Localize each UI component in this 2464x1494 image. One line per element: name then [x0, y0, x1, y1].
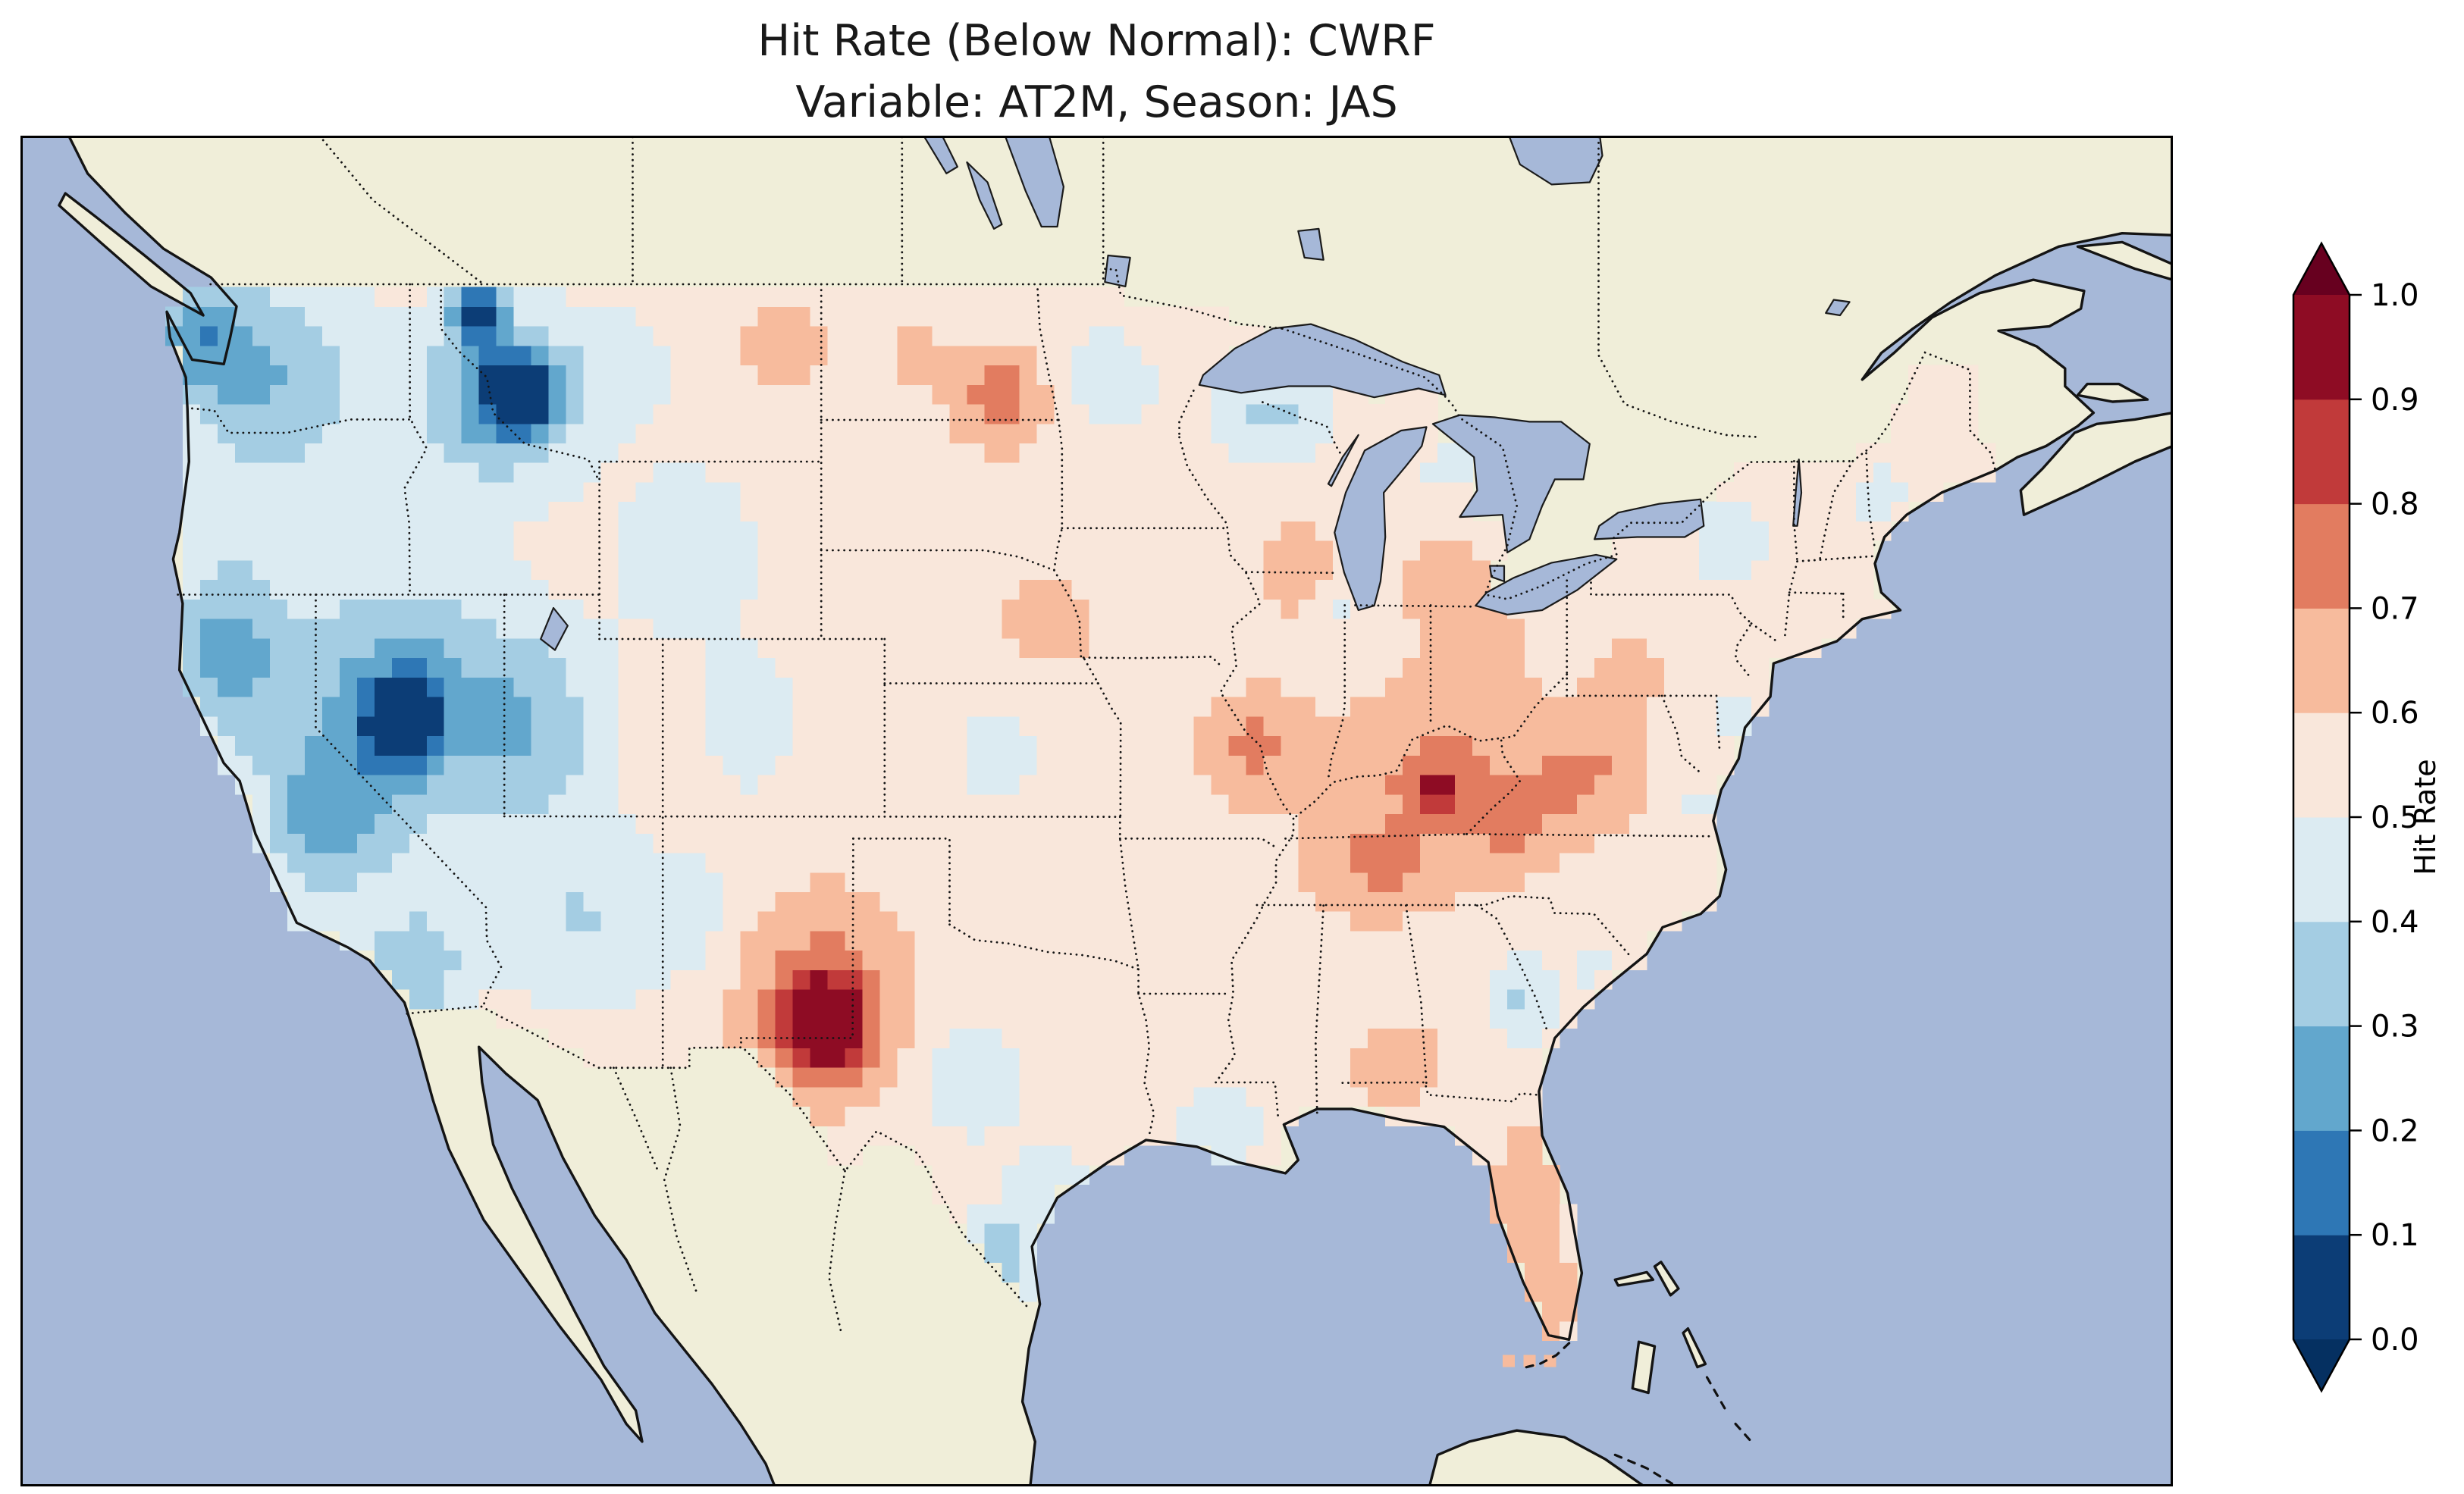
colorbar-tick-label: 0.0 [2371, 1323, 2419, 1358]
colorbar-tick-label: 1.0 [2371, 278, 2419, 313]
colorbar: Hit Rate 0.0 0.1 0.2 0.3 0.4 0.5 0.6 0.7 0.8 0.9 1… [2292, 241, 2442, 1393]
colorbar-tick-label: 0.4 [2371, 905, 2419, 940]
figure-title: Hit Rate (Below Normal): CWRF Variable: … [20, 11, 2173, 133]
colorbar-under-arrow [2293, 1339, 2350, 1391]
colorbar-tick-label: 0.7 [2371, 591, 2419, 626]
colorbar-segments [2293, 295, 2350, 1340]
colorbar-tick-label: 0.8 [2371, 487, 2419, 522]
colorbar-tick-label: 0.9 [2371, 383, 2419, 418]
colorbar-tick-label: 0.1 [2371, 1218, 2419, 1253]
offshore-data-cell [1503, 1355, 1516, 1367]
colorbar-tick-label: 0.5 [2371, 800, 2419, 835]
colorbar-tick-label: 0.2 [2371, 1113, 2419, 1148]
island-chains-layer [1520, 1342, 1753, 1485]
map-canvas [20, 136, 2173, 1486]
coastline-layer [58, 136, 2173, 1486]
axes-frame [20, 136, 2173, 1486]
colorbar-tick-label: 0.6 [2371, 696, 2419, 731]
offshore-data-cell [1523, 1355, 1536, 1367]
colorbar-axis-label: Hit Rate [2409, 759, 2442, 875]
title-line-2: Variable: AT2M, Season: JAS [795, 77, 1398, 127]
title-line-1: Hit Rate (Below Normal): CWRF [757, 16, 1436, 66]
colorbar-tick-label: 0.3 [2371, 1010, 2419, 1045]
colorbar-over-arrow [2293, 243, 2350, 295]
state-borders-layer [177, 136, 1997, 1336]
heatmap-layer [165, 287, 1996, 1367]
